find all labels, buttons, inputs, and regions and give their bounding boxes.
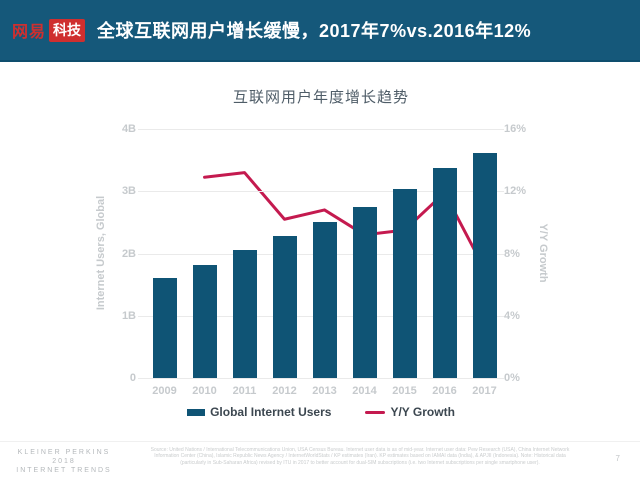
bar-2009	[152, 278, 177, 378]
right-axis-title: Y/Y Growth	[537, 223, 549, 283]
right-axis-tick: 16%	[504, 123, 527, 135]
right-axis-tick: 8%	[504, 247, 520, 260]
right-axis-tick: 0%	[504, 372, 520, 384]
brand-block: KLEINER PERKINS 2018 INTERNET TRENDS	[6, 448, 122, 475]
header-bar: 网易 科技 全球互联网用户增长缓慢，2017年7%vs.2016年12%	[0, 0, 640, 62]
netease-logo-text: 网易	[12, 24, 47, 41]
chart-title: 互联网用户年度增长趋势	[232, 89, 409, 106]
gridline	[138, 191, 504, 193]
chart-legend: Global Internet Users Y/Y Growth	[145, 405, 497, 419]
gridline	[138, 129, 504, 130]
x-label-2017: 2017	[472, 385, 497, 397]
page-number: 7	[615, 454, 620, 463]
x-label-2015: 2015	[392, 385, 417, 397]
left-axis-title: Internet Users, Global	[95, 195, 107, 311]
x-axis-labels: 2009 2010 2011 2012 2013 2014 2015 2016 2017	[145, 385, 497, 401]
left-axis-tick: 3B	[121, 185, 136, 198]
right-axis-ticks: 0% 4% 8% 12% 16%	[504, 123, 544, 384]
bar-2015	[392, 189, 417, 378]
bar-2017	[472, 152, 497, 378]
left-axis-tick: 4B	[121, 123, 136, 135]
plot-area	[138, 129, 504, 379]
x-label-2013: 2013	[312, 385, 337, 397]
bar-2014	[352, 206, 377, 378]
brand-line: INTERNET TRENDS	[16, 467, 112, 474]
bar-2013	[312, 221, 337, 378]
bar-2016	[432, 167, 457, 378]
x-label-2009: 2009	[152, 385, 177, 397]
left-axis-ticks: 0 1B 2B 3B 4B	[96, 123, 136, 384]
bar-2010	[192, 264, 217, 378]
gridline	[138, 378, 504, 379]
left-axis-tick: 2B	[121, 247, 136, 260]
footer-divider	[0, 441, 640, 442]
brand-line: KLEINER PERKINS	[17, 449, 111, 456]
left-axis-tick: 0	[129, 372, 136, 384]
netease-tech-logo: 网易 科技	[12, 18, 86, 42]
right-axis-tick: 12%	[504, 185, 527, 198]
x-label-2010: 2010	[192, 385, 217, 397]
left-axis-tick: 1B	[121, 309, 136, 322]
bar-2012	[272, 236, 297, 378]
legend-item-bars: Global Internet Users	[187, 405, 331, 419]
x-label-2011: 2011	[232, 385, 257, 397]
line-legend-swatch	[365, 410, 386, 414]
slide-title: 全球互联网用户增长缓慢，2017年7%vs.2016年12%	[97, 21, 532, 41]
bar-2011	[232, 250, 257, 378]
legend-item-line: Y/Y Growth	[365, 405, 455, 419]
x-label-2012: 2012	[272, 385, 297, 397]
x-label-2014: 2014	[352, 385, 377, 397]
bar-legend-label: Global Internet Users	[210, 405, 332, 419]
right-axis-tick: 4%	[504, 309, 520, 322]
tech-logo-badge: 科技	[49, 18, 86, 42]
source-note: Source: United Nations / International T…	[150, 447, 570, 466]
brand-line: 2018	[52, 458, 76, 465]
line-legend-label: Y/Y Growth	[390, 405, 455, 419]
bar-legend-swatch	[187, 408, 206, 416]
x-label-2016: 2016	[432, 385, 457, 397]
